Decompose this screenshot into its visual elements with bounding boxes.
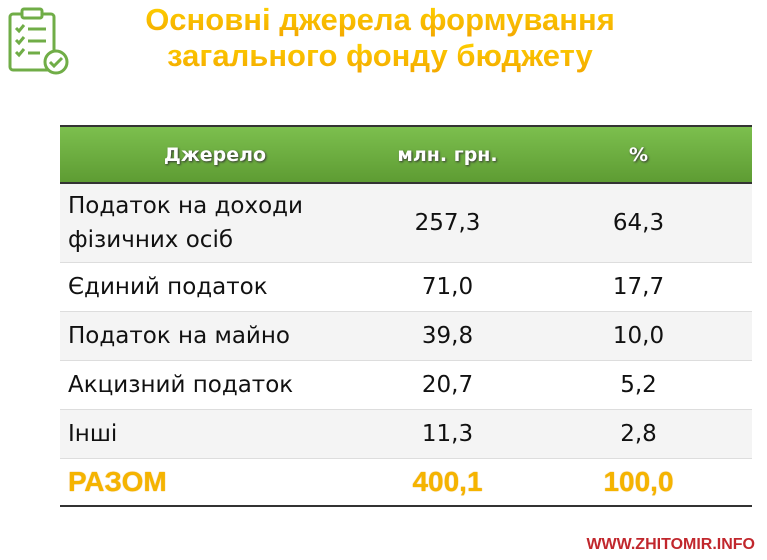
total-value: 100,0 xyxy=(525,458,752,507)
column-header: % xyxy=(525,125,752,184)
value-cell: 11,3 xyxy=(370,409,525,459)
clipboard-icon xyxy=(8,7,69,75)
source-cell: Податок на майно xyxy=(60,311,370,361)
value-cell: 257,3 xyxy=(370,183,525,263)
total-value: 400,1 xyxy=(370,458,525,507)
value-cell: 39,8 xyxy=(370,311,525,361)
title: Основні джерела формування загального фо… xyxy=(90,2,670,74)
title-line: Основні джерела формування xyxy=(90,2,670,38)
table-row: Податок на доходи фізичних осіб 257,3 64,3 xyxy=(60,183,752,263)
header-row: Джерело млн. грн.% xyxy=(60,125,752,184)
total-row: РАЗОМ 400,1 100,0 xyxy=(60,458,752,507)
table-row: Інші 11,3 2,8 xyxy=(60,409,752,459)
column-header: Джерело xyxy=(60,125,370,184)
value-cell: 2,8 xyxy=(525,409,752,459)
table-row: Акцизний податок 20,7 5,2 xyxy=(60,360,752,410)
value-cell: 64,3 xyxy=(525,183,752,263)
source-cell: Єдиний податок xyxy=(60,262,370,312)
value-cell: 10,0 xyxy=(525,311,752,361)
source-cell: Інші xyxy=(60,409,370,459)
column-header: млн. грн. xyxy=(370,125,525,184)
value-cell: 71,0 xyxy=(370,262,525,312)
budget-table: Джерело млн. грн.% Податок на доходи фізи… xyxy=(60,125,752,507)
table-row: Єдиний податок 71,0 17,7 xyxy=(60,262,752,312)
title-line: загального фонду бюджету xyxy=(90,38,670,74)
source-cell: Акцизний податок xyxy=(60,360,370,410)
table-row: Податок на майно 39,8 10,0 xyxy=(60,311,752,361)
value-cell: 5,2 xyxy=(525,360,752,410)
total-label: РАЗОМ xyxy=(60,458,370,507)
value-cell: 17,7 xyxy=(525,262,752,312)
source-cell: Податок на доходи фізичних осіб xyxy=(60,183,370,263)
value-cell: 20,7 xyxy=(370,360,525,410)
watermark: WWW.ZHITOMIR.INFO xyxy=(586,536,755,553)
